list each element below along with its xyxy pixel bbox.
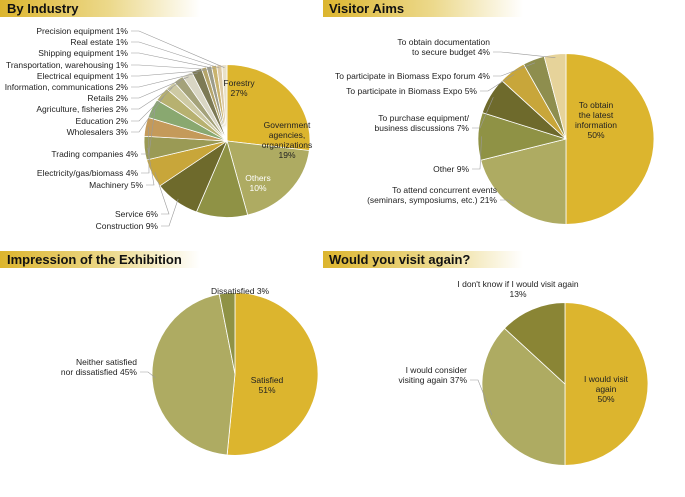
leader-line: [131, 64, 210, 70]
slice-label-others: Others 10%: [245, 173, 271, 193]
header-bar: [323, 251, 523, 268]
leader-line: [146, 147, 155, 186]
pie-slice-to-obtain-the-latest-information: [565, 53, 655, 225]
slice-label-dissatisfied: Dissatisfied 3%: [211, 286, 270, 296]
leader-line: [480, 74, 515, 92]
leader-line: [141, 109, 156, 155]
pie-slice-government-agencies-organizations: [226, 140, 310, 216]
slice-label-shipping-equipment: Shipping equipment 1%: [38, 48, 128, 58]
header-bar: [0, 251, 200, 268]
slice-label-neither-satisfied-nor-dissatisfied: Neither satisfied nor dissatisfied 45%: [61, 357, 138, 377]
leader-line: [131, 70, 205, 77]
slice-label-other: Other 9%: [433, 164, 469, 174]
leader-line: [493, 62, 536, 77]
leader-line: [140, 371, 156, 378]
slice-label-education: Education 2%: [76, 116, 129, 126]
pie-chart-by-industry: Forestry 27% Government agencies, organizati…: [5, 26, 313, 231]
slice-label-to-participate-in-biomass-expo-forum: To participate in Biomass Expo forum 4%: [335, 71, 490, 81]
slice-label-construction: Construction 9%: [96, 221, 159, 231]
pie-slice-precision-equipment: [221, 64, 228, 142]
leader-line: [131, 76, 189, 99]
leader-line: [500, 199, 515, 204]
chart-title: Impression of the Exhibition: [7, 252, 182, 267]
slice-label-i-don-t-know-if-i-would-visit-again: I don't know if I would visit again 13%: [457, 279, 578, 299]
pie-chart-visit-again: I would visit again 50% I would consider vis…: [398, 279, 649, 466]
panel-header-aims: Visitor Aims: [323, 0, 523, 17]
header-bar: [0, 0, 200, 17]
slice-label-i-would-visit-again: I would visit again 50%: [584, 374, 629, 404]
slice-label-to-obtain-the-latest-information: To obtain the latest information 50%: [575, 100, 617, 140]
panel-header-impression: Impression of the Exhibition: [0, 251, 200, 268]
slice-label-to-purchase-equipment-business-discussions: To purchase equipment/business discussio…: [375, 113, 470, 133]
leader-line: [141, 127, 150, 174]
slice-label-electrical-equipment: Electrical equipment 1%: [37, 71, 129, 81]
leader-line: [472, 97, 494, 129]
slice-label-to-obtain-documentation-to-secure-budget: To obtain documentation to secure budget …: [397, 37, 490, 57]
slice-label-wholesalers: Wholesalers 3%: [67, 127, 129, 137]
pie-slice-i-would-visit-again: [564, 302, 649, 466]
chart-title: By Industry: [7, 1, 79, 16]
slice-label-machinery: Machinery 5%: [89, 180, 143, 190]
header-bar: [323, 0, 523, 17]
slice-label-forestry: Forestry 27%: [223, 78, 255, 98]
slice-label-satisfied: Satisfied 51%: [251, 375, 284, 395]
pie-slice-satisfied: [226, 292, 319, 456]
slice-label-precision-equipment: Precision equipment 1%: [36, 26, 128, 36]
slice-label-real-estate: Real estate 1%: [70, 37, 128, 47]
pie-slice-dissatisfied: [218, 292, 236, 375]
leader-line: [154, 172, 170, 215]
pie-slice-neither-satisfied-nor-dissatisfied: [151, 293, 236, 456]
slice-label-information-communications: Information, communications 2%: [5, 82, 129, 92]
panel-header-visit-again: Would you visit again?: [323, 251, 523, 268]
leader-line: [131, 30, 225, 68]
leader-line: [131, 87, 173, 122]
pie-slice-to-attend-concurrent-events-seminars-symposiums-etc: [480, 138, 567, 225]
slice-label-retails: Retails 2%: [87, 93, 128, 103]
pie-slice-forestry: [226, 64, 311, 151]
leader-line: [131, 72, 198, 88]
slice-label-i-would-consider-visiting-again: I would consider visiting again 37%: [398, 365, 467, 385]
pie-slice-i-would-consider-visiting-again: [481, 327, 566, 466]
slice-label-agriculture-fisheries: Agriculture, fisheries 2%: [36, 104, 128, 114]
leader-line: [131, 81, 181, 110]
leader-line: [131, 52, 215, 69]
pie-chart-visitor-aims: To obtain the latest information 50% To atte…: [335, 37, 655, 225]
slice-label-to-participate-in-biomass-expo: To participate in Biomass Expo 5%: [346, 86, 477, 96]
slice-label-government-agencies-organizations: Government agencies, organizations 19%: [262, 120, 313, 160]
leader-line: [493, 51, 556, 58]
chart-title: Visitor Aims: [329, 1, 404, 16]
panel-header-industry: By Industry: [0, 0, 200, 17]
chart-title: Would you visit again?: [329, 252, 470, 267]
slice-label-to-attend-concurrent-events-seminars-symposiums-etc: To attend concurrent events (seminars, sy…: [367, 185, 497, 205]
leader-line: [470, 379, 493, 416]
slice-label-service: Service 6%: [115, 209, 158, 219]
slice-label-transportation-warehousing: Transportation, warehousing 1%: [6, 60, 129, 70]
slice-label-electricity-gas-biomass: Electricity/gas/biomass 4%: [37, 168, 139, 178]
leader-line: [472, 136, 482, 170]
leader-line: [131, 41, 220, 69]
pie-chart-impression: Satisfied 51% Neither satisfied nor dissati…: [61, 286, 319, 456]
leader-line: [131, 95, 165, 133]
slice-label-trading-companies: Trading companies 4%: [51, 149, 138, 159]
leader-line: [161, 198, 179, 227]
pie-slice-i-don-t-know-if-i-would-visit-again: [503, 302, 566, 385]
